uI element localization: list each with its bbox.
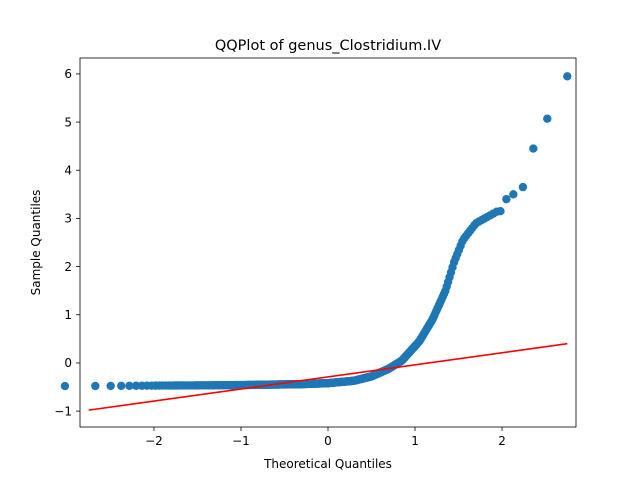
chart-title: QQPlot of genus_Clostridium.IV <box>215 38 441 54</box>
plot-area <box>60 72 572 411</box>
data-point <box>509 190 518 199</box>
x-tick-label: 2 <box>498 434 506 448</box>
axis-ticks: −2 −1 0 1 2 −1 0 1 2 3 4 5 6 <box>54 67 506 448</box>
x-tick-label: −1 <box>232 434 250 448</box>
data-point <box>502 194 511 204</box>
y-tick-label: 6 <box>64 67 72 81</box>
data-point <box>543 114 552 123</box>
y-tick-label: 4 <box>64 164 72 178</box>
y-tick-label: 1 <box>64 308 72 322</box>
data-point <box>529 144 538 153</box>
y-tick-label: 2 <box>64 260 72 274</box>
reference-line <box>88 342 568 411</box>
data-point <box>518 182 528 192</box>
x-axis-label: Theoretical Quantiles <box>263 457 392 471</box>
data-point <box>496 206 505 216</box>
y-tick-label: −1 <box>54 404 72 418</box>
data-point <box>106 381 115 391</box>
y-tick-label: 5 <box>64 115 72 129</box>
data-point <box>117 381 126 391</box>
data-point <box>131 381 141 390</box>
data-point <box>125 381 134 390</box>
data-point <box>563 72 572 81</box>
y-tick-label: 0 <box>64 356 72 370</box>
x-tick-label: 0 <box>324 434 332 448</box>
y-tick-label: 3 <box>64 212 72 226</box>
x-tick-label: −2 <box>145 434 163 448</box>
data-point <box>60 381 70 391</box>
x-tick-label: 1 <box>411 434 419 448</box>
y-axis-label: Sample Quantiles <box>29 190 43 296</box>
data-point <box>91 381 100 391</box>
